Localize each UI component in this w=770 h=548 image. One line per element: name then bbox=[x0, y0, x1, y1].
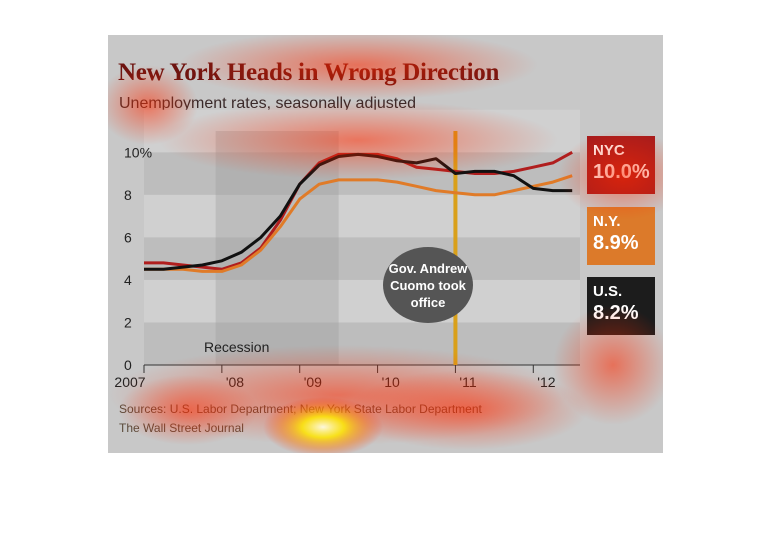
line-chart: 0 2 4 6 8 10% 2007 '08 '09 '10 '11 '12 bbox=[114, 109, 580, 390]
legend-nyc-value: 10.0% bbox=[593, 161, 650, 183]
x-tick-label: '11 bbox=[459, 374, 476, 390]
grid-band bbox=[144, 152, 580, 195]
y-tick-label: 8 bbox=[124, 187, 132, 203]
y-tick-label: 2 bbox=[124, 314, 132, 330]
credit-note: The Wall Street Journal bbox=[119, 421, 244, 435]
chart-card: New York Heads in Wrong Direction Unempl… bbox=[108, 35, 663, 453]
legend-us: U.S. 8.2% bbox=[587, 277, 655, 335]
source-note: Sources: U.S. Labor Department; New York… bbox=[119, 402, 482, 416]
legend-ny-name: N.Y. bbox=[593, 213, 621, 230]
grid-band bbox=[144, 237, 580, 280]
legend-ny-value: 8.9% bbox=[593, 232, 639, 254]
x-tick-label: 2007 bbox=[114, 374, 145, 390]
y-tick-label: 0 bbox=[124, 357, 132, 373]
x-tick-label: '10 bbox=[382, 374, 400, 390]
recession-label: Recession bbox=[204, 339, 270, 355]
grid-band bbox=[144, 279, 580, 323]
legend-ny: N.Y. 8.9% bbox=[587, 207, 655, 265]
x-tick-label: '09 bbox=[304, 374, 322, 390]
cuomo-callout-text: Gov. Andrew Cuomo took office bbox=[388, 260, 468, 310]
y-tick-label: 6 bbox=[124, 229, 132, 245]
grid-band bbox=[144, 109, 580, 153]
y-tick-label: 10% bbox=[124, 144, 152, 160]
grid-band bbox=[144, 194, 580, 238]
legend-us-name: U.S. bbox=[593, 283, 623, 300]
legend-nyc: NYC 10.0% bbox=[587, 136, 655, 194]
y-tick-label: 4 bbox=[124, 272, 132, 288]
x-tick-label: '08 bbox=[226, 374, 244, 390]
x-tick-label: '12 bbox=[537, 374, 555, 390]
legend-nyc-name: NYC bbox=[593, 142, 625, 159]
legend-us-value: 8.2% bbox=[593, 302, 639, 324]
cuomo-callout: Gov. Andrew Cuomo took office bbox=[383, 247, 473, 323]
